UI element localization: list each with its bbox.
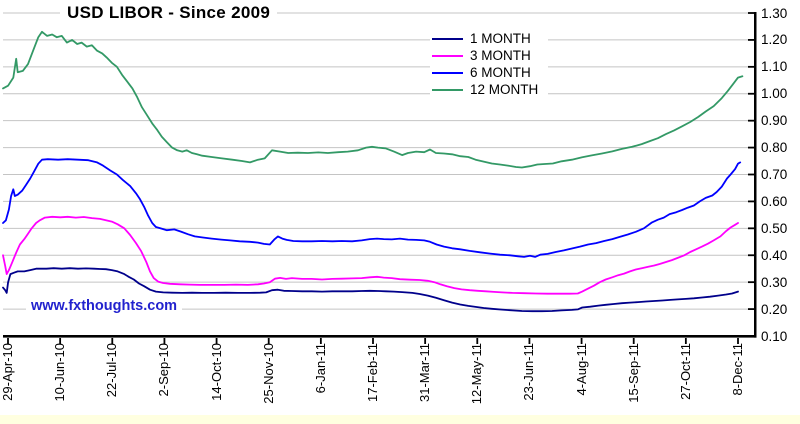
y-axis-label-0.70: 0.70 bbox=[761, 167, 788, 182]
legend-label: 12 MONTH bbox=[470, 82, 539, 97]
legend-entry-12-month: 12 MONTH bbox=[432, 81, 538, 98]
y-axis-label-1.10: 1.10 bbox=[761, 59, 788, 75]
y-axis-label-0.30: 0.30 bbox=[761, 274, 788, 290]
x-axis-label-4-Aug-11: 4-Aug-11 bbox=[573, 343, 589, 396]
y-axis-label-0.80: 0.80 bbox=[761, 140, 788, 156]
x-axis-label-17-Feb-11: 17-Feb-11 bbox=[365, 343, 380, 403]
legend-entry-3-month: 3 MONTH bbox=[432, 47, 538, 64]
y-axis-label-0.60: 0.60 bbox=[761, 193, 788, 209]
legend-line-icon bbox=[432, 37, 463, 40]
legend-line-icon bbox=[432, 54, 463, 57]
watermark-text: www.fxthoughts.com bbox=[26, 296, 183, 316]
x-axis-label-22-Jul-10: 22-Jul-10 bbox=[104, 343, 120, 398]
y-axis-label-1.20: 1.20 bbox=[761, 32, 788, 48]
x-axis-label-2-Sep-10: 2-Sep-10 bbox=[156, 343, 172, 397]
x-axis-label-12-May-11: 12-May-11 bbox=[469, 343, 485, 405]
bottom-strip bbox=[0, 415, 800, 424]
series-line-1-month bbox=[2, 267, 739, 313]
series-line-12-month bbox=[2, 30, 744, 169]
x-axis-label-29-Apr-10: 29-Apr-10 bbox=[0, 343, 15, 401]
x-axis-label-27-Oct-11: 27-Oct-11 bbox=[677, 343, 693, 400]
y-axis-label-1.00: 1.00 bbox=[761, 86, 788, 102]
x-axis-label-8-Dec-11: 8-Dec-11 bbox=[730, 343, 745, 396]
legend-label: 6 MONTH bbox=[470, 65, 531, 80]
x-axis-label-23-Jun-11: 23-Jun-11 bbox=[521, 343, 537, 401]
x-axis-label-14-Oct-10: 14-Oct-10 bbox=[208, 343, 224, 401]
legend-entry-6-month: 6 MONTH bbox=[432, 64, 538, 81]
legend-line-icon bbox=[432, 88, 463, 91]
legend-label: 1 MONTH bbox=[470, 31, 531, 46]
x-axis-line bbox=[3, 335, 757, 338]
y-axis-label-0.20: 0.20 bbox=[761, 301, 788, 317]
legend-entry-1-month: 1 MONTH bbox=[432, 30, 538, 47]
y-axis-label-0.10: 0.10 bbox=[761, 328, 788, 344]
chart-title: USD LIBOR - Since 2009 bbox=[60, 3, 278, 23]
x-axis-label-31-Mar-11: 31-Mar-11 bbox=[417, 343, 433, 403]
series-line-6-month bbox=[2, 158, 742, 258]
x-axis-label-25-Nov-10: 25-Nov-10 bbox=[260, 343, 276, 404]
x-axis-label-6-Jan-11: 6-Jan-11 bbox=[312, 343, 328, 394]
legend-label: 3 MONTH bbox=[470, 48, 531, 63]
x-axis-label-10-Jun-10: 10-Jun-10 bbox=[52, 343, 68, 402]
y-axis-label-0.50: 0.50 bbox=[761, 220, 788, 236]
x-axis-label-15-Sep-11: 15-Sep-11 bbox=[625, 343, 641, 403]
y-axis-line bbox=[754, 12, 757, 338]
series-line-3-month bbox=[2, 215, 739, 295]
y-axis-label-1.30: 1.30 bbox=[761, 5, 788, 21]
legend-line-icon bbox=[432, 71, 463, 74]
y-axis-label-0.40: 0.40 bbox=[761, 247, 788, 263]
y-axis-label-0.90: 0.90 bbox=[761, 113, 788, 129]
chart-legend: 1 MONTH 3 MONTH 6 MONTH 12 MONTH bbox=[430, 28, 549, 100]
